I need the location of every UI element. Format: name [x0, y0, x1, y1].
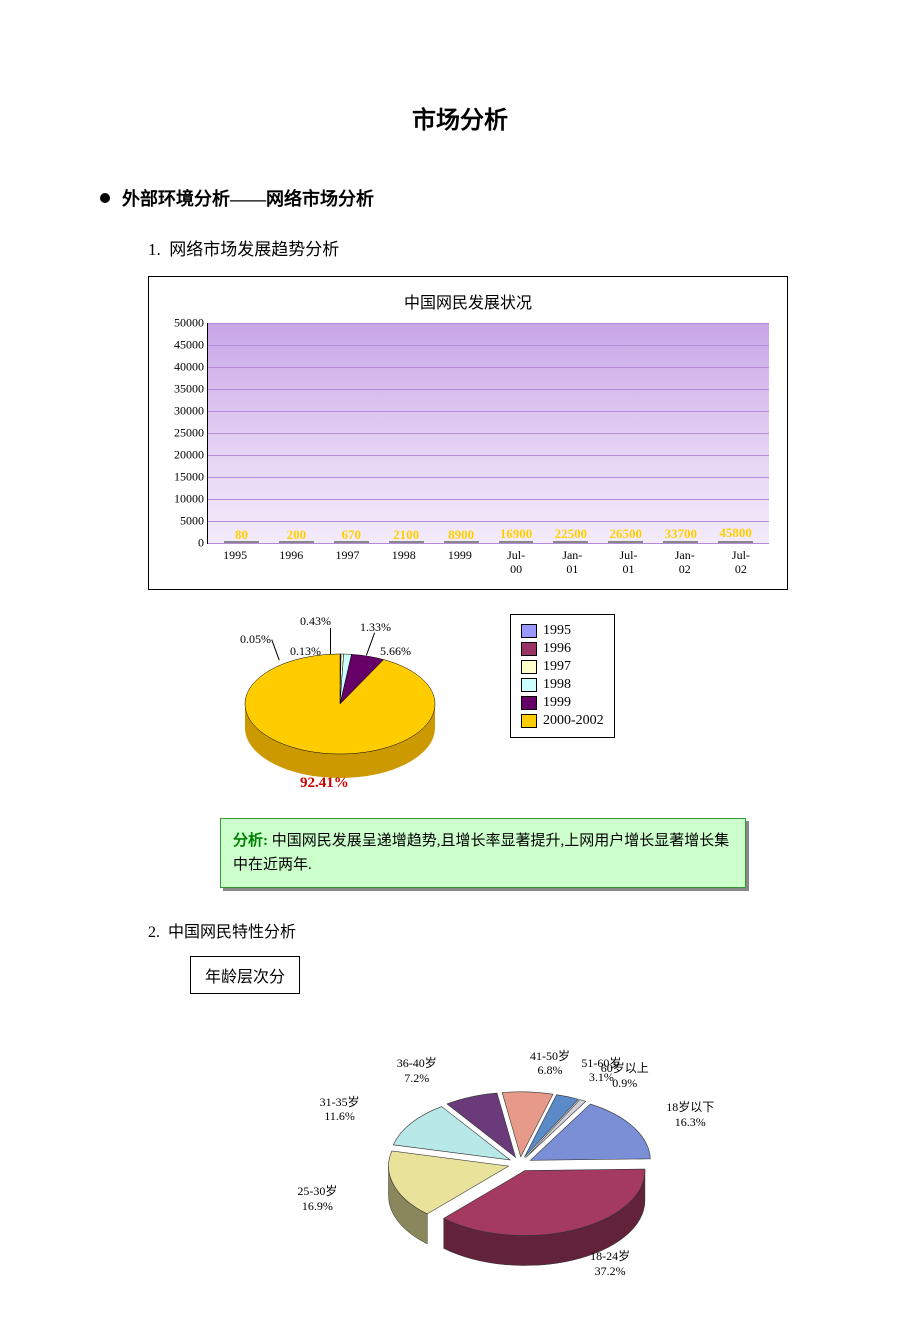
xtick: Jul- 00 [488, 544, 544, 577]
analysis-label: 分析: [233, 833, 268, 849]
pie2-label: 25-30岁16.9% [297, 1184, 337, 1213]
bar-value-label: 8900 [448, 527, 474, 543]
ytick: 30000 [174, 404, 208, 419]
pie2-label: 41-50岁6.8% [530, 1049, 570, 1078]
pie2-label: 36-40岁7.2% [397, 1056, 437, 1085]
section-heading: 外部环境分析——网络市场分析 [100, 185, 820, 211]
legend-item: 1998 [521, 677, 604, 693]
bar-value-label: 22500 [555, 526, 588, 542]
xtick: Jul- 02 [713, 544, 769, 577]
ytick: 40000 [174, 360, 208, 375]
bar-col: 45800 [708, 541, 763, 543]
pie-chart-2-svg [240, 1014, 760, 1294]
bar-chart-plot: 0500010000150002000025000300003500040000… [207, 323, 769, 544]
pie2-label: 31-35岁11.6% [320, 1095, 360, 1124]
xtick: 1996 [263, 544, 319, 577]
bar-chart-xaxis: 19951996199719981999Jul- 00Jan- 01Jul- 0… [207, 544, 769, 577]
pie2-label: 18岁以下16.3% [666, 1100, 714, 1129]
ytick: 10000 [174, 492, 208, 507]
age-category-box: 年龄层次分 [190, 956, 300, 994]
legend-swatch [521, 642, 537, 656]
xtick: 1998 [376, 544, 432, 577]
bar-col: 80 [214, 541, 269, 543]
bar-col: 22500 [543, 541, 598, 543]
xtick: Jul- 01 [600, 544, 656, 577]
analysis-box: 分析: 中国网民发展呈递增趋势,且增长率显著提升,上网用户增长显著增长集中在近两… [220, 818, 746, 888]
bar-value-label: 200 [287, 527, 307, 543]
xtick: Jan- 02 [657, 544, 713, 577]
pie1-lbl-2: 0.43% [300, 614, 331, 628]
pie-chart-1-row: 0.05% 0.13% 0.43% 1.33% 5.66% 92.41% 199… [220, 614, 820, 794]
gridline [208, 543, 769, 544]
bar-col: 26500 [598, 541, 653, 543]
bar-col: 33700 [653, 541, 708, 543]
legend-item: 1997 [521, 659, 604, 675]
legend-label: 1996 [543, 641, 571, 657]
bar-value-label: 33700 [664, 526, 697, 542]
legend-item: 1996 [521, 641, 604, 657]
bullet-icon [100, 193, 110, 203]
legend-item: 1995 [521, 623, 604, 639]
pie2-label: 18-24岁37.2% [590, 1249, 630, 1278]
list-item-2-text: 中国网民特性分析 [168, 924, 296, 941]
list-item-1-text: 网络市场发展趋势分析 [169, 240, 339, 259]
bar-col: 670 [324, 541, 379, 543]
xtick: Jan- 01 [544, 544, 600, 577]
bar-value-label: 80 [235, 527, 248, 543]
legend-label: 2000-2002 [543, 713, 604, 729]
ytick: 45000 [174, 338, 208, 353]
pie-chart-2: 18岁以下16.3% 18-24岁37.2% 25-30岁16.9% 31-35岁11… [240, 1014, 760, 1294]
legend-item: 2000-2002 [521, 713, 604, 729]
analysis-text: 中国网民发展呈递增趋势,且增长率显著提升,上网用户增长显著增长集中在近两年. [233, 833, 729, 873]
bar-col: 200 [269, 541, 324, 543]
legend-label: 1997 [543, 659, 571, 675]
legend-swatch [521, 696, 537, 710]
bar-col: 2100 [379, 541, 434, 543]
xtick: 1995 [207, 544, 263, 577]
legend-item: 1999 [521, 695, 604, 711]
ytick: 25000 [174, 426, 208, 441]
pie1-big-label: 92.41% [300, 774, 349, 792]
legend-swatch [521, 624, 537, 638]
ytick: 0 [198, 536, 208, 551]
legend-swatch [521, 660, 537, 674]
list-item-2-num: 2. [148, 924, 160, 941]
section-heading-text: 外部环境分析——网络市场分析 [122, 185, 374, 211]
pie1-lbl-0: 0.05% [240, 632, 271, 646]
legend-swatch [521, 678, 537, 692]
ytick: 5000 [180, 514, 208, 529]
xtick: 1997 [319, 544, 375, 577]
bar-col: 16900 [489, 541, 544, 543]
legend-swatch [521, 714, 537, 728]
pie1-lbl-1: 0.13% [290, 644, 321, 658]
pie1-lbl-4: 5.66% [380, 644, 411, 658]
bar-value-label: 2100 [393, 527, 419, 543]
legend-label: 1999 [543, 695, 571, 711]
ytick: 15000 [174, 470, 208, 485]
xtick: 1999 [432, 544, 488, 577]
ytick: 35000 [174, 382, 208, 397]
bar-value-label: 670 [342, 527, 362, 543]
page-title: 市场分析 [100, 100, 820, 135]
bar-col: 8900 [434, 541, 489, 543]
bar-chart: 中国网民发展状况 0500010000150002000025000300003… [148, 276, 788, 590]
bar [718, 541, 753, 543]
pie1-lbl-3: 1.33% [360, 620, 391, 634]
bar-chart-title: 中国网民发展状况 [157, 289, 779, 313]
list-item-2: 2. 中国网民特性分析 [148, 918, 820, 942]
pie-chart-1-legend: 1995 1996 1997 1998 1999 2000-2002 [510, 614, 615, 738]
legend-label: 1995 [543, 623, 571, 639]
ytick: 50000 [174, 316, 208, 331]
bar-value-label: 26500 [610, 526, 643, 542]
list-item-1: 1. 网络市场发展趋势分析 [148, 235, 820, 260]
pie-chart-1: 0.05% 0.13% 0.43% 1.33% 5.66% 92.41% [220, 614, 480, 794]
pie2-label: 60岁以上0.9% [601, 1061, 649, 1090]
ytick: 20000 [174, 448, 208, 463]
bar-value-label: 45800 [719, 525, 752, 541]
bar-value-label: 16900 [500, 526, 533, 542]
legend-label: 1998 [543, 677, 571, 693]
